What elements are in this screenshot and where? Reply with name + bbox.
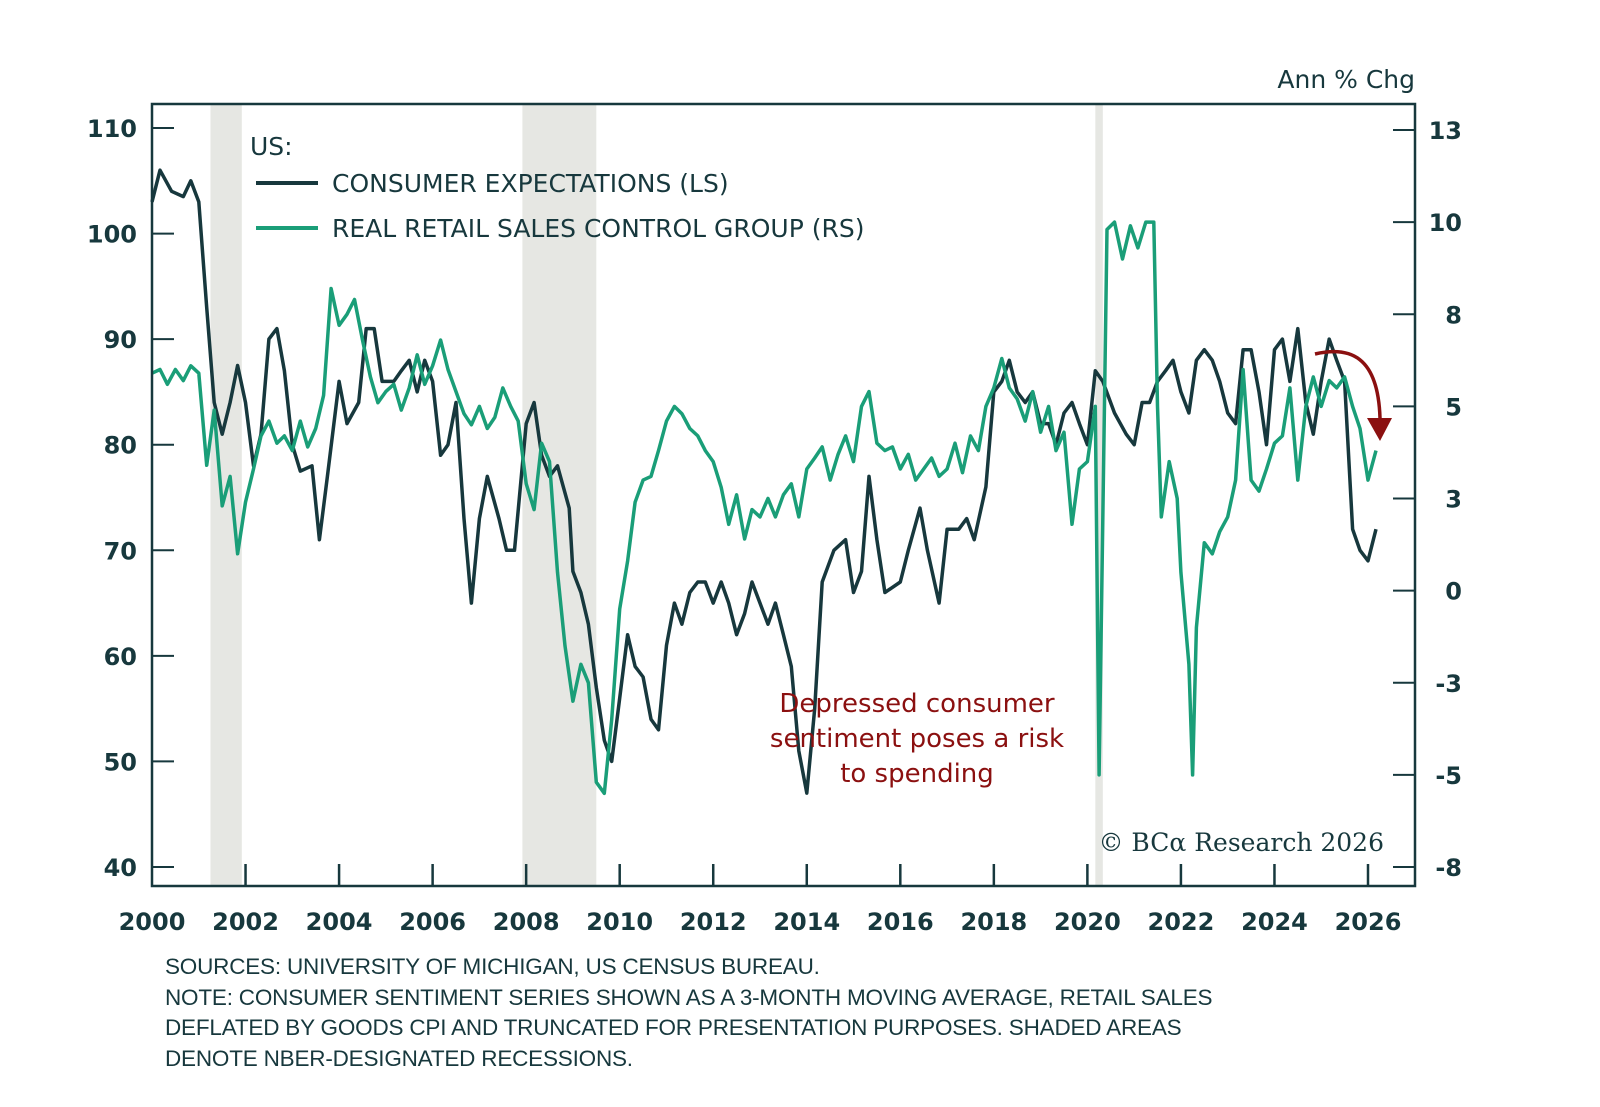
x-tick-label: 2000 bbox=[119, 908, 186, 936]
legend: US: CONSUMER EXPECTATIONS (LS) REAL RETA… bbox=[250, 132, 864, 243]
y-right-tick-label: 3 bbox=[1445, 486, 1462, 514]
plot-frame bbox=[150, 102, 1417, 888]
footnote-sources: SOURCES: UNIVERSITY OF MICHIGAN, US CENS… bbox=[165, 954, 820, 979]
annotation-line-1: Depressed consumer bbox=[779, 689, 1055, 719]
x-tick-label: 2004 bbox=[306, 908, 373, 936]
legend-label-retail: REAL RETAIL SALES CONTROL GROUP (RS) bbox=[332, 214, 864, 243]
x-tick-label: 2018 bbox=[960, 908, 1027, 936]
y-left-tick-label: 90 bbox=[104, 326, 137, 354]
y-left-tick-label: 50 bbox=[104, 748, 137, 776]
footnote-note-3: DENOTE NBER-DESIGNATED RECESSIONS. bbox=[165, 1045, 633, 1071]
axes: 40 50 60 70 80 90 100 110 -8 -5 -3 0 3 5 8 10 13 2000 2002… bbox=[87, 115, 1462, 936]
annotation-line-3: to spending bbox=[840, 759, 994, 789]
x-tick-label: 2012 bbox=[680, 908, 747, 936]
y-left-tick-label: 70 bbox=[104, 537, 137, 565]
footnote-note-1: NOTE: CONSUMER SENTIMENT SERIES SHOWN AS… bbox=[165, 984, 1213, 1010]
down-arrow-icon bbox=[1314, 349, 1392, 441]
y-right-tick-label: -3 bbox=[1435, 670, 1462, 698]
y-right-tick-label: 0 bbox=[1445, 578, 1462, 606]
y-left-tick-label: 110 bbox=[87, 115, 137, 143]
x-tick-label: 2008 bbox=[493, 908, 560, 936]
annotation: Depressed consumer sentiment poses a ris… bbox=[770, 689, 1064, 789]
series-line-consumer-expectations bbox=[150, 168, 1378, 795]
y-left-tick-label: 100 bbox=[87, 221, 137, 249]
x-tick-label: 2024 bbox=[1241, 908, 1308, 936]
y-right-tick-label: -5 bbox=[1435, 762, 1462, 790]
y-right-tick-label: 10 bbox=[1429, 209, 1462, 237]
x-tick-label: 2002 bbox=[212, 908, 279, 936]
recession-bands bbox=[210, 104, 1103, 886]
right-axis-label: Ann % Chg bbox=[1277, 65, 1415, 94]
x-tick-label: 2020 bbox=[1054, 908, 1121, 936]
footnotes: SOURCES: UNIVERSITY OF MICHIGAN, US CENS… bbox=[165, 952, 1415, 1074]
series-layer bbox=[150, 168, 1378, 796]
y-right-tick-label: 8 bbox=[1445, 301, 1462, 329]
x-tick-label: 2026 bbox=[1335, 908, 1402, 936]
copyright: © BCα Research 2026 bbox=[1098, 828, 1384, 857]
annotation-line-2: sentiment poses a risk bbox=[770, 724, 1064, 754]
y-left-tick-label: 60 bbox=[104, 643, 137, 671]
x-tick-label: 2006 bbox=[399, 908, 466, 936]
x-tick-label: 2010 bbox=[586, 908, 653, 936]
footnote-note-2: DEFLATED BY GOODS CPI AND TRUNCATED FOR … bbox=[165, 1015, 1182, 1040]
legend-title: US: bbox=[250, 132, 293, 161]
series-line-retail-sales bbox=[151, 220, 1378, 796]
recession-band bbox=[1095, 104, 1103, 886]
y-right-tick-label: 13 bbox=[1429, 117, 1462, 145]
x-tick-label: 2016 bbox=[867, 908, 934, 936]
legend-label-expectations: CONSUMER EXPECTATIONS (LS) bbox=[332, 169, 729, 198]
chart: 40 50 60 70 80 90 100 110 -8 -5 -3 0 3 5 8 10 13 2000 2002… bbox=[87, 65, 1462, 936]
x-tick-label: 2014 bbox=[773, 908, 840, 936]
y-right-tick-label: 5 bbox=[1445, 393, 1462, 421]
y-right-tick-label: -8 bbox=[1435, 854, 1462, 882]
y-left-tick-label: 80 bbox=[104, 432, 137, 460]
y-left-tick-label: 40 bbox=[104, 854, 137, 882]
x-tick-label: 2022 bbox=[1148, 908, 1215, 936]
